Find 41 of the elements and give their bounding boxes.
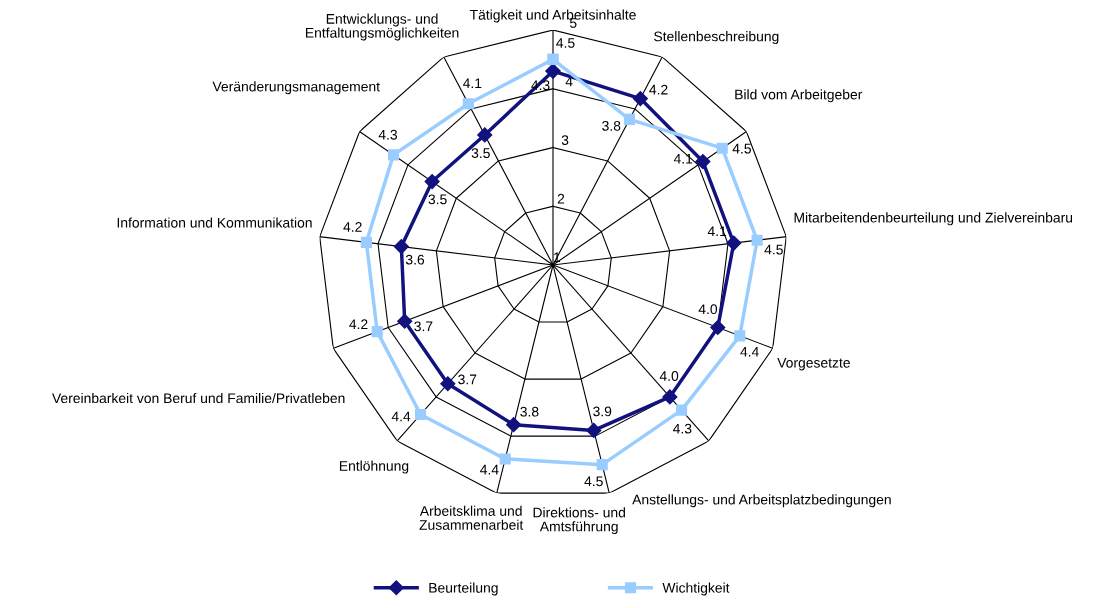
data-label: 3.6 [405, 254, 425, 265]
data-label: 4.0 [659, 371, 679, 381]
legend-label: Wichtigkeit [662, 582, 730, 596]
data-label: 4.3 [673, 423, 692, 434]
data-label: 3.8 [602, 120, 621, 131]
data-label: 4.5 [764, 244, 783, 255]
spoke-label: Vereinbarkeit von Beruf und Familie/Privatleben [52, 392, 345, 404]
y-tick-label: 3 [561, 135, 569, 146]
spoke-label: Direktions- und Amtsführung [533, 507, 625, 535]
data-label: 4.2 [649, 84, 668, 95]
y-tick-label: 2 [557, 193, 565, 204]
data-label: 4.4 [740, 346, 759, 357]
data-label: 4.4 [480, 464, 499, 475]
data-label: 4.2 [343, 221, 362, 232]
data-label: 4.1 [673, 153, 693, 164]
spoke-label: Veränderungsmanagement [212, 81, 380, 95]
data-label: 4.5 [732, 143, 751, 154]
data-label: 4.2 [349, 319, 368, 329]
data-label: 4.3 [378, 129, 398, 140]
data-label: 3.5 [471, 148, 490, 159]
data-label: 4.5 [556, 38, 575, 48]
spoke-label: Entwicklungs- und Entfaltungsmöglichkeiten [305, 13, 459, 41]
data-label: 3.7 [458, 374, 477, 385]
spoke-label: Stellenbeschreibung [654, 31, 779, 45]
legend-label: Beurteilung [429, 582, 498, 596]
y-tick-label: 5 [569, 18, 577, 28]
data-label: 4.0 [698, 304, 718, 315]
spoke-label: Entlöhnung [339, 460, 409, 474]
spoke-label: Information und Kommunikation [117, 217, 312, 228]
spoke-label: Vorgesetzte [777, 357, 850, 371]
spoke-label: Mitarbeitendenbeurteilung und Zielvereinbaru [794, 212, 1073, 226]
spoke-label: Bild vom Arbeitgeber [735, 89, 863, 103]
data-label: 4.5 [584, 476, 603, 487]
data-label: 3.8 [520, 406, 539, 417]
data-label: 4.1 [463, 78, 482, 88]
spoke-label: Anstellungs- und Arbeitsplatzbedingungen [632, 494, 891, 508]
data-label: 4.4 [391, 411, 411, 422]
data-label: 3.7 [414, 321, 433, 332]
data-label: 3.5 [428, 194, 447, 205]
spoke-label: Arbeitsklima und Zusammenarbeit [419, 505, 524, 530]
data-label: 3.9 [593, 406, 612, 417]
